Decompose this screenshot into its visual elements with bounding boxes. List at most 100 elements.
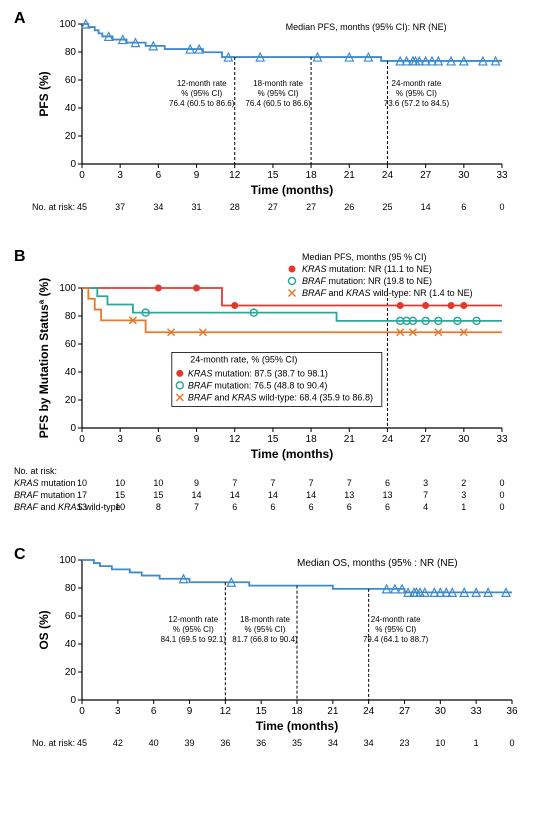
svg-text:100: 100 [59, 555, 76, 566]
svg-text:100: 100 [59, 283, 76, 294]
svg-text:21: 21 [344, 170, 356, 181]
svg-text:14: 14 [421, 202, 431, 212]
svg-text:Median PFS, months (95 % CI): Median PFS, months (95 % CI) [302, 252, 427, 262]
svg-text:20: 20 [65, 667, 77, 678]
svg-text:PFS (%): PFS (%) [37, 71, 51, 116]
svg-text:7: 7 [194, 502, 199, 512]
svg-text:45: 45 [77, 202, 87, 212]
svg-text:No. at risk:: No. at risk: [32, 202, 75, 212]
svg-text:30: 30 [458, 170, 470, 181]
svg-text:0: 0 [499, 202, 504, 212]
svg-text:Median PFS, months (95% CI): N: Median PFS, months (95% CI): NR (NE) [286, 22, 447, 32]
svg-text:9: 9 [187, 706, 193, 717]
svg-text:0: 0 [79, 170, 85, 181]
svg-text:6: 6 [347, 502, 352, 512]
svg-text:80: 80 [65, 311, 77, 322]
svg-text:40: 40 [65, 639, 77, 650]
svg-text:BRAF and KRAS wild-type: NR (1: BRAF and KRAS wild-type: NR (1.4 to NE) [302, 288, 473, 298]
svg-text:34: 34 [364, 738, 374, 748]
svg-text:81.7 (66.8 to 90.4): 81.7 (66.8 to 90.4) [232, 635, 298, 644]
svg-text:27: 27 [399, 706, 411, 717]
svg-text:7: 7 [270, 478, 275, 488]
svg-text:84.1 (69.5 to 92.1): 84.1 (69.5 to 92.1) [161, 635, 227, 644]
svg-text:6: 6 [232, 502, 237, 512]
svg-text:% (95% CI): % (95% CI) [258, 89, 299, 98]
svg-text:30: 30 [458, 434, 470, 445]
svg-text:15: 15 [267, 170, 279, 181]
svg-text:27: 27 [306, 202, 316, 212]
svg-text:13: 13 [344, 490, 354, 500]
chart-b: 02040608010003691215182124273033Time (mo… [10, 248, 550, 538]
svg-text:BRAF mutation: NR (19.8 to NE): BRAF mutation: NR (19.8 to NE) [302, 276, 432, 286]
svg-text:18: 18 [291, 706, 303, 717]
svg-text:9: 9 [194, 478, 199, 488]
svg-text:No. at risk:: No. at risk: [32, 738, 75, 748]
svg-text:45: 45 [77, 738, 87, 748]
svg-text:18-month rate: 18-month rate [253, 79, 303, 88]
svg-text:15: 15 [256, 706, 268, 717]
svg-text:33: 33 [471, 706, 483, 717]
svg-text:KRAS mutation: 87.5 (38.7 to 9: KRAS mutation: 87.5 (38.7 to 98.1) [188, 368, 328, 378]
svg-text:13: 13 [382, 490, 392, 500]
svg-text:21: 21 [327, 706, 339, 717]
svg-text:20: 20 [65, 395, 77, 406]
svg-text:24-month rate: 24-month rate [392, 79, 442, 88]
svg-text:30: 30 [435, 706, 447, 717]
svg-text:3: 3 [117, 434, 123, 445]
svg-text:6: 6 [461, 202, 466, 212]
svg-text:4: 4 [423, 502, 428, 512]
svg-text:37: 37 [115, 202, 125, 212]
svg-text:24: 24 [363, 706, 375, 717]
svg-text:12: 12 [229, 170, 241, 181]
svg-text:0: 0 [499, 490, 504, 500]
svg-text:3: 3 [461, 490, 466, 500]
svg-text:7: 7 [309, 478, 314, 488]
svg-text:No. at risk:: No. at risk: [14, 466, 57, 476]
svg-text:24-month rate, % (95% CI): 24-month rate, % (95% CI) [190, 354, 297, 364]
svg-text:0: 0 [79, 434, 85, 445]
svg-text:3: 3 [117, 170, 123, 181]
svg-text:34: 34 [328, 738, 338, 748]
svg-text:23: 23 [399, 738, 409, 748]
svg-text:1: 1 [461, 502, 466, 512]
svg-text:Time (months): Time (months) [251, 183, 333, 197]
svg-text:2: 2 [461, 478, 466, 488]
svg-text:% (95% CI): % (95% CI) [173, 625, 214, 634]
svg-text:% (95% CI): % (95% CI) [181, 89, 222, 98]
svg-text:24: 24 [382, 434, 394, 445]
svg-text:14: 14 [192, 490, 202, 500]
svg-text:80: 80 [65, 583, 77, 594]
svg-text:12: 12 [220, 706, 232, 717]
panel-a-label: A [14, 10, 26, 28]
svg-text:26: 26 [344, 202, 354, 212]
svg-text:36: 36 [506, 706, 518, 717]
svg-text:Median OS, months (95% : NR (N: Median OS, months (95% : NR (NE) [297, 558, 458, 569]
svg-text:0: 0 [70, 695, 76, 706]
svg-text:17: 17 [77, 490, 87, 500]
svg-text:BRAF mutation: 76.5 (48.8 to 9: BRAF mutation: 76.5 (48.8 to 90.4) [188, 380, 328, 390]
svg-text:Time (months): Time (months) [251, 447, 333, 461]
svg-text:Time (months): Time (months) [256, 719, 338, 733]
svg-text:60: 60 [65, 611, 77, 622]
svg-text:27: 27 [268, 202, 278, 212]
svg-text:25: 25 [382, 202, 392, 212]
chart-c: 0204060801000369121518212427303336Time (… [10, 546, 550, 776]
svg-text:10: 10 [115, 502, 125, 512]
svg-text:0: 0 [70, 159, 76, 170]
svg-text:36: 36 [220, 738, 230, 748]
svg-text:1: 1 [474, 738, 479, 748]
svg-text:6: 6 [156, 170, 162, 181]
svg-text:6: 6 [385, 502, 390, 512]
svg-text:18: 18 [306, 170, 318, 181]
svg-text:3: 3 [115, 706, 121, 717]
svg-text:33: 33 [496, 434, 508, 445]
svg-text:15: 15 [267, 434, 279, 445]
svg-text:0: 0 [70, 423, 76, 434]
panel-b-label: B [14, 248, 26, 266]
svg-text:8: 8 [156, 502, 161, 512]
svg-text:40: 40 [149, 738, 159, 748]
svg-text:31: 31 [192, 202, 202, 212]
svg-text:76.4 (60.5 to 86.6): 76.4 (60.5 to 86.6) [245, 99, 311, 108]
svg-text:33: 33 [496, 170, 508, 181]
svg-text:% (95% CI): % (95% CI) [245, 625, 286, 634]
